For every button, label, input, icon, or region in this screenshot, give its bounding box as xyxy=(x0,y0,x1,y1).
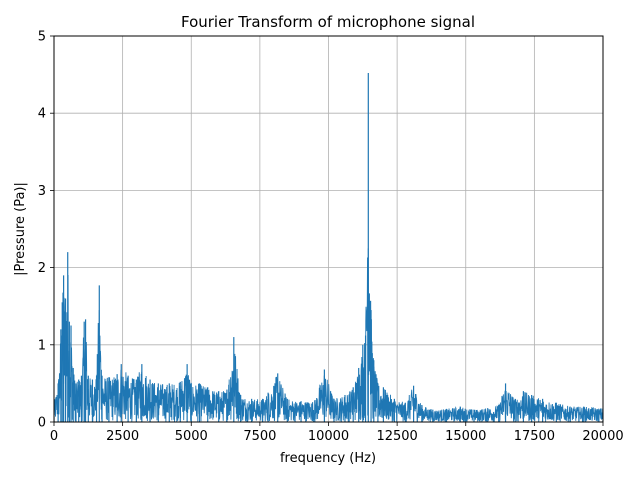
x-tick-label: 15000 xyxy=(445,429,486,444)
y-tick-label: 1 xyxy=(38,338,46,353)
x-tick-label: 2500 xyxy=(106,429,139,444)
x-tick-label: 12500 xyxy=(376,429,417,444)
x-tick-label: 0 xyxy=(50,429,58,444)
series-group xyxy=(54,73,603,422)
y-axis-ticks: 0 1 2 3 4 5 xyxy=(38,30,54,431)
x-tick-label: 7500 xyxy=(243,429,276,444)
y-axis-label: |Pressure (Pa)| xyxy=(13,182,28,276)
plot-frame xyxy=(53,35,604,423)
y-tick-label: 4 xyxy=(38,107,46,122)
chart-title: Fourier Transform of microphone signal xyxy=(181,13,475,31)
y-tick-label: 5 xyxy=(38,30,46,45)
x-axis-ticks: 0 2500 5000 7500 10000 12500 15000 17500 20000 xyxy=(50,422,624,444)
series-peaks xyxy=(54,73,603,422)
y-tick-label: 2 xyxy=(38,261,46,276)
y-tick-label: 3 xyxy=(38,184,46,199)
x-tick-label: 10000 xyxy=(308,429,349,444)
y-tick-label: 0 xyxy=(38,416,46,431)
x-tick-label: 17500 xyxy=(514,429,555,444)
x-tick-label: 20000 xyxy=(582,429,623,444)
series-line xyxy=(54,248,603,422)
x-tick-label: 5000 xyxy=(175,429,208,444)
x-axis-label: frequency (Hz) xyxy=(280,451,376,466)
